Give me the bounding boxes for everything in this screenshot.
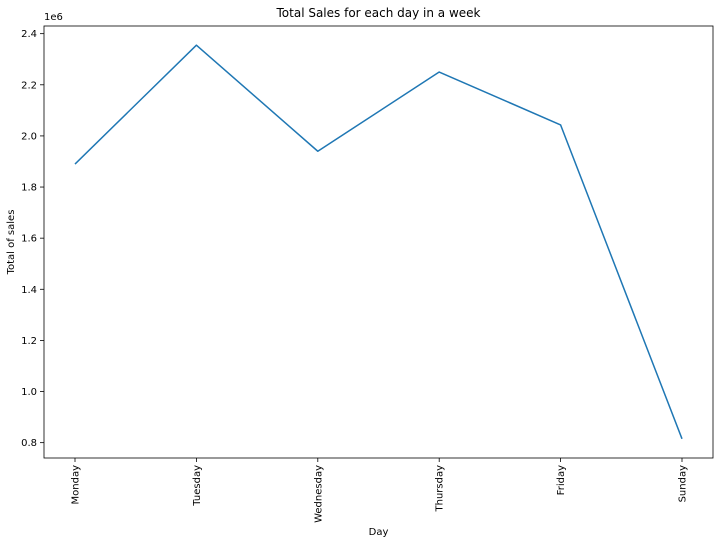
- y-tick-label-2: 1.2: [21, 336, 37, 347]
- series-line-0: [74, 44, 683, 440]
- y-tick-label-7: 2.2: [21, 80, 37, 91]
- y-tick-label-3: 1.4: [21, 285, 37, 296]
- x-tick-label-0: Monday: [71, 465, 82, 505]
- plot-area: 0.8 1.0 1.2 1.4 1.6 1.8 2.0 2.2 2.4 Monday Tuesday…: [21, 25, 714, 523]
- y-tick-label-0: 0.8: [21, 438, 37, 449]
- x-tick-label-5: Sunday: [678, 465, 689, 502]
- y-tick-label-4: 1.6: [21, 234, 37, 245]
- y-axis-offset-label: 1e6: [44, 12, 63, 23]
- x-axis-label: Day: [369, 527, 389, 538]
- x-tick-label-1: Tuesday: [192, 465, 203, 507]
- y-tick-label-8: 2.4: [21, 29, 37, 40]
- y-axis-label: Total of sales: [6, 210, 17, 276]
- x-tick-label-3: Thursday: [435, 465, 446, 513]
- y-tick-label-5: 1.8: [21, 183, 37, 194]
- plot-frame: [43, 25, 714, 459]
- x-tick-label-4: Friday: [556, 465, 567, 495]
- y-tick-label-6: 2.0: [21, 131, 37, 142]
- y-tick-label-1: 1.0: [21, 387, 37, 398]
- x-tick-label-2: Wednesday: [313, 465, 324, 523]
- chart-title: Total Sales for each day in a week: [276, 6, 481, 20]
